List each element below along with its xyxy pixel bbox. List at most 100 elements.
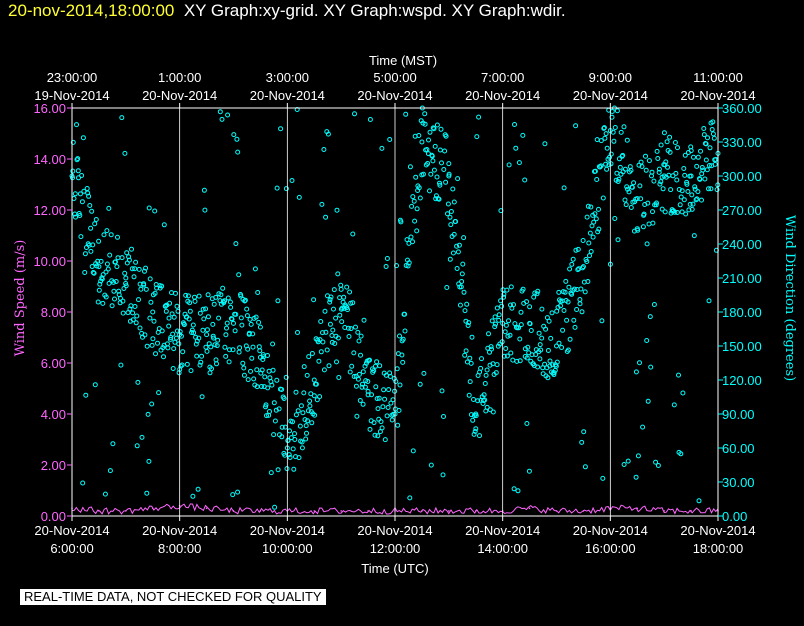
- wind-direction-point: [131, 274, 137, 280]
- wind-direction-point: [516, 160, 522, 166]
- wind-direction-point: [503, 346, 509, 351]
- wind-direction-point: [197, 310, 203, 316]
- wind-direction-point: [147, 315, 153, 321]
- wind-direction-point: [287, 455, 293, 460]
- wind-direction-point: [684, 179, 690, 185]
- wind-direction-point: [176, 341, 182, 347]
- wind-direction-point: [387, 137, 393, 142]
- wind-direction-point: [100, 300, 106, 306]
- wind-direction-point: [320, 330, 325, 336]
- wind-direction-point: [189, 327, 195, 333]
- wind-direction-point: [275, 467, 281, 473]
- wind-direction-point: [233, 311, 239, 317]
- wind-direction-point: [536, 330, 542, 336]
- wind-direction-point: [428, 171, 434, 177]
- wind-direction-point: [616, 176, 622, 182]
- wind-direction-point: [199, 394, 205, 400]
- wind-direction-point: [447, 214, 453, 220]
- wind-direction-point: [97, 281, 103, 287]
- wind-direction-point: [187, 300, 193, 306]
- wind-direction-point: [317, 337, 323, 343]
- wind-direction-point: [367, 357, 372, 363]
- wind-direction-point: [257, 348, 263, 354]
- wind-direction-point: [185, 293, 191, 299]
- wind-direction-point: [691, 154, 696, 160]
- wind-direction-point: [539, 306, 545, 312]
- x-axis-title-bottom: Time (UTC): [361, 561, 428, 576]
- wind-direction-point: [241, 365, 247, 371]
- wind-direction-point: [79, 173, 85, 178]
- wind-direction-point: [667, 149, 673, 155]
- wind-direction-point: [706, 186, 711, 192]
- wind-direction-point: [685, 189, 691, 194]
- wind-direction-point: [462, 308, 468, 314]
- wind-direction-point: [711, 135, 717, 141]
- wind-direction-point: [228, 316, 234, 322]
- wind-direction-point: [202, 207, 208, 213]
- wind-direction-point: [450, 250, 456, 256]
- wind-direction-point: [464, 301, 470, 307]
- wind-direction-point: [582, 464, 588, 470]
- wind-direction-point: [123, 283, 129, 289]
- wind-direction-point: [365, 379, 371, 384]
- wind-direction-point: [341, 294, 347, 300]
- wind-direction-point: [369, 392, 374, 398]
- wind-direction-point: [238, 293, 244, 299]
- wind-direction-point: [573, 247, 579, 253]
- wind-speed-point: [98, 510, 100, 512]
- wind-direction-point: [432, 143, 438, 149]
- wind-direction-point: [289, 178, 295, 183]
- wind-direction-point: [249, 355, 255, 361]
- wind-direction-point: [180, 349, 186, 355]
- wind-direction-point: [152, 290, 158, 296]
- wind-speed-point: [636, 507, 639, 510]
- wind-direction-point: [453, 219, 459, 224]
- wind-direction-point: [684, 181, 690, 187]
- wind-direction-point: [625, 458, 631, 464]
- wind-direction-point: [92, 221, 98, 227]
- wind-direction-point: [171, 314, 177, 320]
- wind-direction-point: [599, 318, 605, 324]
- wind-direction-point: [675, 145, 680, 151]
- wind-direction-point: [139, 434, 145, 440]
- wind-direction-point: [631, 228, 637, 234]
- wind-direction-point: [658, 179, 664, 185]
- right-tick-label: 150.00: [722, 339, 762, 354]
- wind-direction-point: [508, 350, 514, 356]
- wind-direction-point: [429, 153, 435, 159]
- wind-direction-point: [317, 394, 323, 400]
- wind-direction-point: [71, 196, 77, 201]
- top-tick-date: 20-Nov-2014: [680, 88, 755, 103]
- wind-direction-point: [146, 205, 152, 211]
- wind-speed-point: [555, 510, 558, 512]
- wind-direction-point: [506, 162, 512, 168]
- wind-direction-point: [329, 339, 335, 345]
- wind-direction-point: [608, 161, 614, 167]
- top-tick-date: 20-Nov-2014: [250, 88, 325, 103]
- wind-direction-point: [104, 261, 110, 267]
- wind-direction-point: [580, 264, 586, 270]
- wind-direction-point: [151, 318, 157, 324]
- wind-direction-point: [302, 417, 308, 423]
- wind-direction-point: [443, 133, 449, 139]
- wind-direction-point: [707, 145, 713, 151]
- wind-direction-point: [298, 403, 304, 409]
- wind-direction-point: [199, 353, 205, 359]
- wind-direction-point: [493, 321, 498, 327]
- top-tick-time: 1:00:00: [158, 70, 201, 85]
- wind-direction-point: [426, 137, 431, 143]
- wind-direction-point: [567, 266, 573, 272]
- wind-direction-point: [471, 397, 476, 402]
- wind-direction-point: [217, 109, 223, 115]
- wind-direction-point: [654, 200, 659, 206]
- wind-direction-point: [135, 379, 141, 385]
- wind-direction-point: [203, 344, 209, 350]
- left-tick-label: 6.00: [41, 356, 66, 371]
- wind-direction-point: [434, 122, 440, 128]
- wind-direction-point: [109, 303, 115, 309]
- wind-direction-point: [641, 211, 647, 217]
- wind-direction-point: [407, 495, 413, 501]
- wind-speed-point: [421, 510, 423, 512]
- wind-direction-point: [181, 322, 187, 328]
- wind-direction-point: [156, 390, 162, 396]
